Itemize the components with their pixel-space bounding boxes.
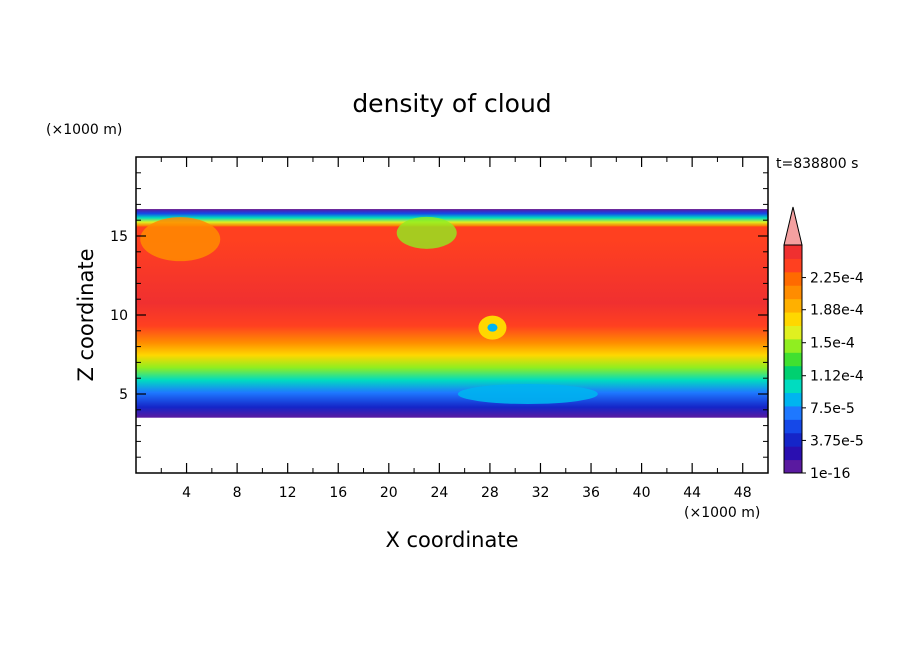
x-tick-label: 8 [233, 485, 242, 501]
x-tick-label: 4 [182, 485, 191, 501]
cloud-top-band [136, 209, 768, 227]
cloud-field [136, 209, 768, 418]
colorbar-segment [784, 338, 802, 353]
colorbar-extend-arrow [783, 206, 803, 246]
colorbar-segment [784, 352, 802, 367]
colorbar-segment [784, 446, 802, 461]
x-tick-label: 20 [380, 485, 398, 501]
colorbar-segment [784, 432, 802, 447]
colorbar-segment [784, 392, 802, 407]
y-axis-label: Z coordinate [74, 248, 98, 381]
cloud-vortex-core [487, 323, 498, 332]
cloud-wake-left [140, 217, 221, 262]
y-unit-label: (×1000 m) [46, 122, 122, 138]
colorbar-segment [784, 258, 802, 273]
y-tick-label: 5 [119, 387, 128, 403]
x-tick-label: 48 [734, 485, 752, 501]
colorbar-segment [784, 285, 802, 300]
colorbar-segment [784, 419, 802, 434]
colorbar-label: 7.5e-5 [810, 401, 855, 417]
colorbar-label: 2.25e-4 [810, 271, 864, 287]
chart-title: density of cloud [352, 89, 551, 118]
colorbar: 1e-16 3.75e-5 7.5e-5 1.12e-4 1.5e-4 1.88e-4 2.… [783, 206, 864, 482]
x-tick-label: 32 [532, 485, 550, 501]
x-tick-label: 12 [279, 485, 297, 501]
colorbar-label: 1.5e-4 [810, 336, 855, 352]
colorbar-segment [784, 405, 802, 420]
x-tick-label: 16 [329, 485, 347, 501]
colorbar-segment [784, 379, 802, 394]
y-tick-label: 10 [110, 308, 128, 324]
colorbar-segment [784, 298, 802, 313]
x-tick-label: 24 [430, 485, 448, 501]
plot-area [136, 209, 768, 418]
x-tick-label: 36 [582, 485, 600, 501]
y-tick-label: 15 [110, 229, 128, 245]
colorbar-segment [784, 312, 802, 326]
colorbar-segment [784, 365, 802, 380]
x-tick-label: 40 [633, 485, 651, 501]
colorbar-label: 1e-16 [810, 466, 850, 482]
y-axis: 5 10 15 [110, 172, 768, 458]
colorbar-segment [784, 245, 802, 259]
cloud-base-plume [457, 384, 598, 404]
colorbar-segment [784, 459, 802, 474]
colorbar-label: 3.75e-5 [810, 433, 864, 449]
colorbar-segment [784, 271, 802, 286]
x-unit-label: (×1000 m) [684, 505, 760, 521]
cloud-wake-dip [396, 216, 457, 249]
colorbar-frame [783, 244, 803, 474]
colorbar-segment [784, 325, 802, 340]
x-axis-label: X coordinate [385, 528, 518, 552]
x-axis: 4 8 12 16 20 24 28 32 36 40 44 48 [160, 157, 752, 501]
x-tick-label: 44 [683, 485, 701, 501]
x-tick-label: 28 [481, 485, 499, 501]
colorbar-label: 1.12e-4 [810, 369, 864, 385]
colorbar-label: 1.88e-4 [810, 303, 864, 319]
time-label: t=838800 s [776, 156, 858, 172]
